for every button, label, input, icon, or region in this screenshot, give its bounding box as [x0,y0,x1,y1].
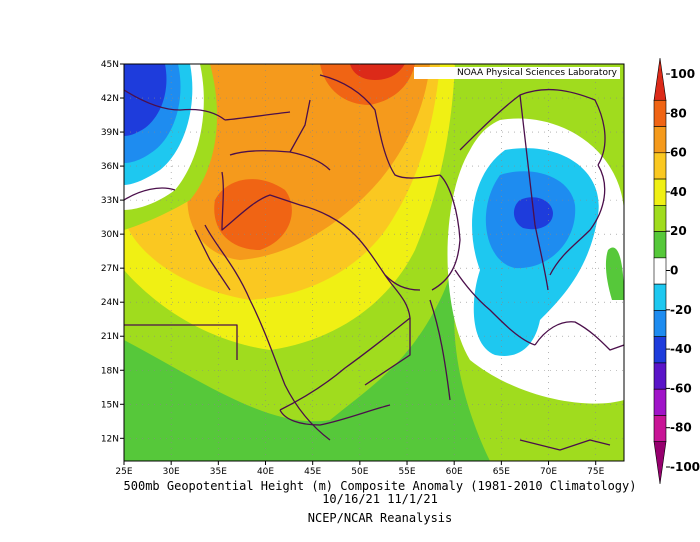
y-tick-label: 15N [101,400,119,410]
axis-ticks: 25E 30E 35E 40E 45E 50E 55E 60E 65E 70E 75E 45N 42N 3… [101,60,605,477]
colorbar-swatch [653,362,667,390]
colorbar-swatch [653,205,667,232]
colorbar-swatch [653,257,667,285]
x-tick-label: 55E [398,467,415,477]
colorbar-swatch [653,231,667,259]
y-tick-label: 36N [101,162,119,172]
colorbar-swatch [653,152,667,180]
y-tick-label: 30N [101,230,119,240]
colorbar-swatch [653,126,667,154]
y-tick-label: 21N [101,332,119,342]
colorbar-label: -100 [670,460,700,474]
y-tick-label: 45N [101,60,119,70]
colorbar-label: 60 [670,146,687,160]
y-tick-label: 18N [101,366,119,376]
colorbar-swatch [653,57,667,101]
y-tick-label: 33N [101,196,119,206]
colorbar-label: 40 [670,185,687,199]
x-tick-label: 40E [257,467,274,477]
colorbar-label: 100 [670,67,695,81]
colorbar-swatch [653,99,667,127]
anomaly-field [124,64,624,461]
x-tick-label: 45E [304,467,321,477]
colorbar-swatch [653,388,667,416]
x-tick-label: 30E [163,467,180,477]
caption-dates: 10/16/21 11/1/21 [322,492,438,506]
colorbar-label: -80 [670,421,692,435]
colorbar-swatch [653,178,667,206]
x-tick-label: 70E [540,467,557,477]
y-tick-label: 12N [101,434,119,444]
colorbar-swatch [653,283,667,311]
x-tick-label: 65E [493,467,510,477]
graticule [124,64,624,461]
colorbar-label: -60 [670,381,692,395]
x-tick-label: 60E [446,467,463,477]
map-frame [123,63,625,462]
y-tick-label: 24N [101,298,119,308]
colorbar-label: -40 [670,342,692,356]
y-tick-label: 27N [101,264,119,274]
caption-title: 500mb Geopotential Height (m) Composite … [123,479,637,493]
y-tick-label: 42N [101,94,119,104]
x-tick-label: 35E [210,467,227,477]
colorbar-label: -20 [670,303,692,317]
x-tick-label: 75E [587,467,604,477]
colorbar-swatch [653,415,667,443]
credit-label: NOAA Physical Sciences Laboratory [414,67,620,79]
colorbar-swatch [653,441,667,485]
colorbar-label: 80 [670,106,687,120]
colorbar-label: 0 [670,264,678,278]
caption-source: NCEP/NCAR Reanalysis [307,511,453,525]
y-tick-label: 39N [101,128,119,138]
x-tick-label: 25E [115,467,132,477]
colorbar: 100 80 60 40 20 0 -20 -40 -60 -80 -100 [653,57,700,485]
country-borders [124,74,624,451]
colorbar-swatch [653,336,667,364]
colorbar-label: 20 [670,224,687,238]
colorbar-swatch [653,310,667,337]
x-tick-label: 50E [351,467,368,477]
